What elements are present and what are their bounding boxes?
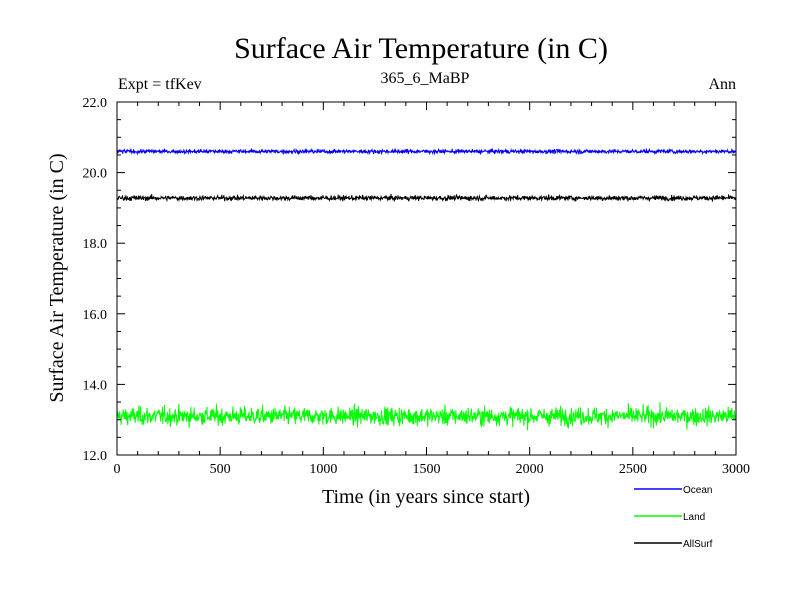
- x-axis-label: Time (in years since start): [322, 486, 530, 508]
- y-tick-label: 12.0: [83, 449, 108, 464]
- x-tick-label: 2000: [516, 462, 544, 477]
- y-axis: 12.0 14.0 16.0 18.0 20.0 22.0: [83, 96, 736, 464]
- y-tick-label: 16.0: [83, 308, 108, 323]
- x-tick-label: 0: [114, 462, 121, 477]
- legend-label-allsurf: AllSurf: [683, 539, 713, 550]
- x-tick-label: 1000: [309, 462, 337, 477]
- season-label: Ann: [708, 76, 736, 93]
- legend: Ocean Land AllSurf: [634, 485, 713, 550]
- experiment-label: Expt = tfKev: [118, 76, 202, 93]
- x-tick-label: 2500: [619, 462, 647, 477]
- x-axis: 0 500 1000 1500 2000 2500 3000: [114, 102, 750, 477]
- chart-subtitle: 365_6_MaBP: [381, 70, 470, 87]
- y-tick-label: 18.0: [83, 237, 108, 252]
- chart-title: Surface Air Temperature (in C): [234, 32, 608, 65]
- legend-label-land: Land: [683, 512, 705, 523]
- plot-frame: [116, 101, 737, 456]
- series-layer: [116, 147, 737, 431]
- y-tick-label: 14.0: [83, 378, 108, 393]
- y-axis-label: Surface Air Temperature (in C): [46, 153, 68, 402]
- x-tick-label: 500: [210, 462, 231, 477]
- x-tick-label: 1500: [413, 462, 441, 477]
- series-line-ocean: [116, 147, 737, 156]
- series-line-land: [116, 401, 737, 431]
- legend-label-ocean: Ocean: [683, 485, 712, 496]
- x-tick-label: 3000: [722, 462, 750, 477]
- series-line-allsurf: [116, 193, 737, 203]
- y-tick-label: 22.0: [83, 96, 108, 111]
- y-tick-label: 20.0: [83, 167, 108, 182]
